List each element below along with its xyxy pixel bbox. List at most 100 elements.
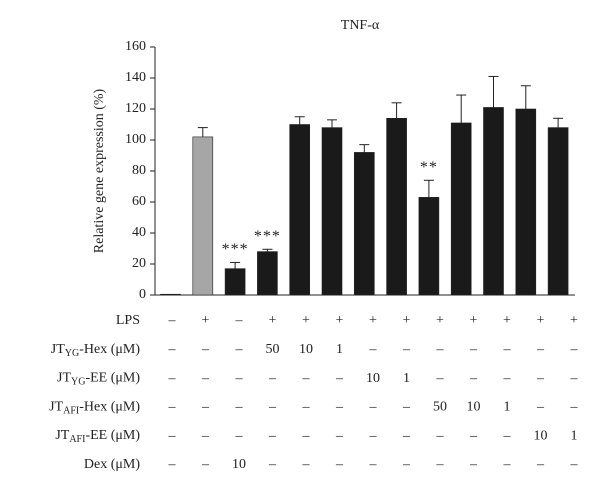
- row-label-part: JT: [51, 342, 65, 357]
- bar: [483, 107, 504, 296]
- y-tick-label: 40: [132, 225, 146, 240]
- row-label-part: JT: [49, 400, 63, 415]
- bar: [192, 136, 214, 296]
- table-cell: +: [369, 313, 377, 328]
- table-cell: –: [201, 428, 210, 443]
- table-cell: –: [335, 371, 344, 386]
- row-label: JTAFI-Hex (μM): [49, 400, 140, 417]
- table-cell: –: [235, 313, 244, 328]
- table-cell: –: [536, 371, 545, 386]
- row-label-part: JT: [57, 371, 71, 386]
- table-cell: –: [335, 400, 344, 415]
- table-cell: 1: [403, 371, 410, 386]
- table-cell: 1: [336, 342, 343, 357]
- row-label-part: JT: [55, 428, 69, 443]
- table-cell: 50: [266, 342, 280, 357]
- table-cell: –: [268, 457, 277, 472]
- row-label: JTYG-EE (μM): [57, 371, 140, 388]
- table-cell: –: [469, 342, 478, 357]
- chart-title: TNF-α: [341, 18, 380, 33]
- table-cell: –: [469, 457, 478, 472]
- bar: [289, 124, 311, 296]
- table-cell: +: [202, 313, 210, 328]
- bar: [353, 152, 375, 296]
- table-cell: –: [302, 428, 311, 443]
- table-cell: –: [302, 400, 311, 415]
- table-cell: +: [503, 313, 511, 328]
- table-cell: –: [201, 342, 210, 357]
- table-cell: –: [436, 457, 445, 472]
- row-label-part: AFI: [63, 406, 79, 417]
- table-cell: –: [335, 457, 344, 472]
- table-cell: –: [235, 371, 244, 386]
- table-cell: –: [302, 457, 311, 472]
- significance-label: ***: [254, 228, 281, 245]
- y-tick-label: 100: [125, 132, 146, 147]
- table-cell: –: [335, 428, 344, 443]
- table-cell: –: [201, 400, 210, 415]
- row-label-part: -EE (μM): [85, 428, 140, 443]
- row-label-part: -Hex (μM): [79, 400, 140, 415]
- table-cell: +: [336, 313, 344, 328]
- table-cell: –: [369, 342, 378, 357]
- table-cell: +: [470, 313, 478, 328]
- table-cell: –: [536, 457, 545, 472]
- row-label-part: AFI: [69, 434, 85, 445]
- y-tick-label: 60: [132, 194, 146, 209]
- table-cell: –: [168, 371, 177, 386]
- table-cell: –: [268, 371, 277, 386]
- table-cell: –: [402, 457, 411, 472]
- table-cell: 10: [467, 400, 481, 415]
- bar: [547, 127, 569, 296]
- table-cell: –: [436, 342, 445, 357]
- table-cell: –: [235, 400, 244, 415]
- row-label-part: LPS: [116, 313, 140, 328]
- table-cell: –: [168, 457, 177, 472]
- table-cell: –: [503, 457, 512, 472]
- bar: [160, 293, 181, 296]
- y-tick-label: 0: [139, 287, 146, 302]
- table-cell: –: [201, 371, 210, 386]
- significance-label: ***: [222, 241, 249, 258]
- row-label-part: Dex (μM): [84, 457, 140, 472]
- table-cell: 10: [534, 428, 548, 443]
- table-cell: –: [201, 457, 210, 472]
- y-tick-label: 20: [132, 256, 146, 271]
- table-cell: 10: [366, 371, 380, 386]
- table-cell: –: [503, 342, 512, 357]
- table-cell: 10: [232, 457, 246, 472]
- table-cell: –: [168, 428, 177, 443]
- row-label: LPS: [116, 313, 140, 328]
- table-cell: –: [503, 428, 512, 443]
- y-axis-label: Relative gene expression (%): [92, 88, 107, 253]
- bar: [321, 127, 343, 296]
- table-cell: –: [268, 428, 277, 443]
- table-cell: –: [168, 342, 177, 357]
- row-label-part: YG: [71, 377, 85, 388]
- table-cell: +: [302, 313, 310, 328]
- table-cell: 50: [433, 400, 447, 415]
- y-tick-label: 160: [125, 39, 146, 54]
- table-cell: +: [403, 313, 411, 328]
- row-label: JTAFI-EE (μM): [55, 428, 140, 445]
- y-tick-label: 80: [132, 163, 146, 178]
- table-cell: 1: [504, 400, 511, 415]
- table-cell: –: [469, 428, 478, 443]
- table-cell: –: [570, 457, 579, 472]
- table-cell: –: [402, 400, 411, 415]
- table-cell: –: [235, 342, 244, 357]
- row-label-part: -Hex (μM): [79, 342, 140, 357]
- table-cell: –: [436, 371, 445, 386]
- bar: [386, 118, 407, 296]
- table-cell: 10: [299, 342, 313, 357]
- y-tick-label: 140: [125, 70, 146, 85]
- table-cell: –: [168, 313, 177, 328]
- bar: [450, 122, 472, 296]
- table-cell: +: [436, 313, 444, 328]
- table-cell: –: [536, 400, 545, 415]
- row-label-part: YG: [65, 348, 79, 359]
- table-cell: –: [369, 428, 378, 443]
- y-tick-label: 120: [125, 101, 146, 116]
- table-cell: –: [369, 400, 378, 415]
